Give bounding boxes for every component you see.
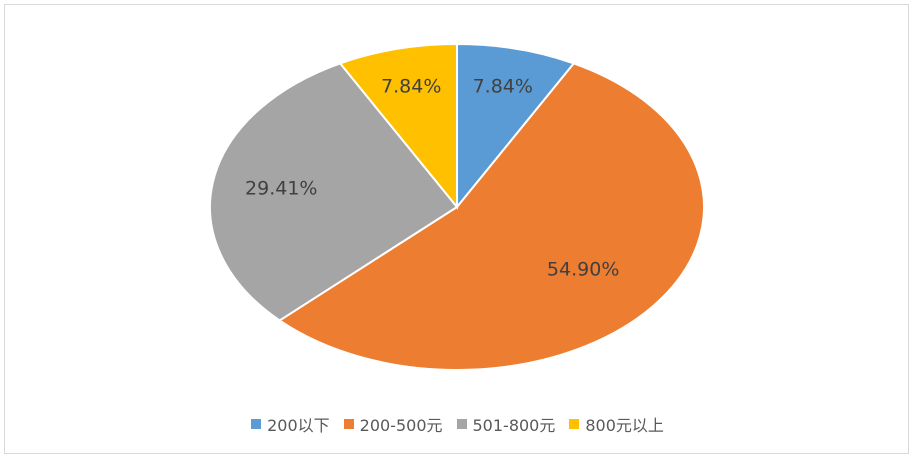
legend-item-200-below: 200以下 — [251, 412, 330, 436]
label-200-500: 54.90% — [547, 258, 619, 280]
legend-label-800-above: 800元以上 — [585, 416, 664, 435]
legend-swatch-200-500 — [343, 419, 354, 429]
legend-label-200-below: 200以下 — [267, 416, 330, 435]
pie-slices — [209, 42, 705, 371]
legend-label-501-800: 501-800元 — [472, 416, 556, 435]
label-501-800: 29.41% — [245, 177, 317, 199]
legend-item-200-500: 200-500元 — [343, 412, 443, 436]
legend-label-200-500: 200-500元 — [359, 416, 443, 435]
legend-item-800-above: 800元以上 — [569, 412, 664, 436]
legend-item-501-800: 501-800元 — [456, 412, 556, 436]
legend-swatch-501-800 — [456, 419, 467, 429]
slice-200-below — [456, 42, 576, 210]
legend-swatch-200-below — [251, 419, 262, 429]
slice-800-above — [338, 42, 458, 210]
chart-legend: 200以下 200-500元 501-800元 800元以上 — [0, 412, 915, 436]
legend-swatch-800-above — [569, 419, 580, 429]
slice-501-800 — [209, 62, 459, 322]
slice-200-500 — [277, 62, 705, 371]
label-200-below: 7.84% — [473, 75, 533, 97]
label-800-above: 7.84% — [381, 75, 441, 97]
pie-labels: 7.84% 54.90% 29.41% 7.84% — [245, 75, 619, 280]
